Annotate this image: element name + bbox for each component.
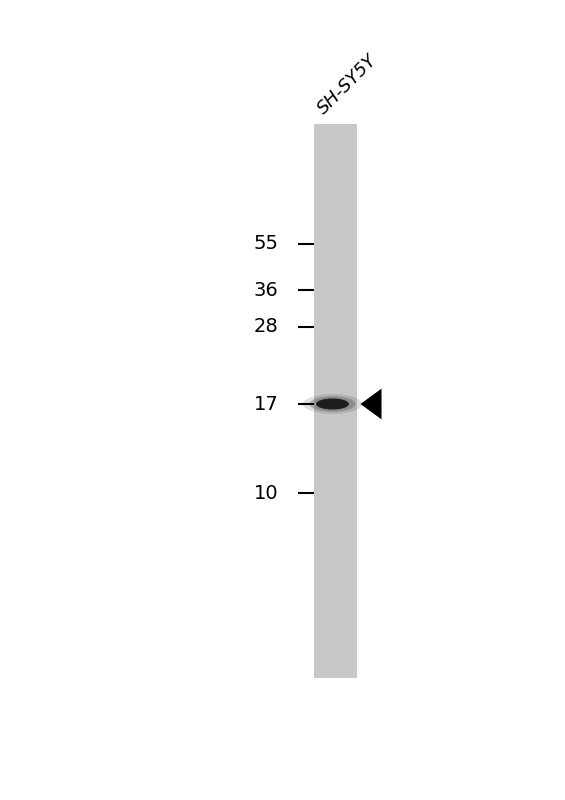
Text: 10: 10	[254, 484, 279, 503]
Ellipse shape	[310, 396, 355, 412]
Text: 17: 17	[254, 394, 279, 414]
Text: 36: 36	[254, 281, 279, 299]
Text: 55: 55	[254, 234, 279, 254]
Ellipse shape	[316, 398, 349, 410]
Bar	[314, 124, 358, 678]
Text: SH-SY5Y: SH-SY5Y	[314, 51, 381, 118]
Ellipse shape	[303, 394, 362, 414]
Polygon shape	[360, 389, 381, 419]
Text: 28: 28	[254, 318, 279, 337]
